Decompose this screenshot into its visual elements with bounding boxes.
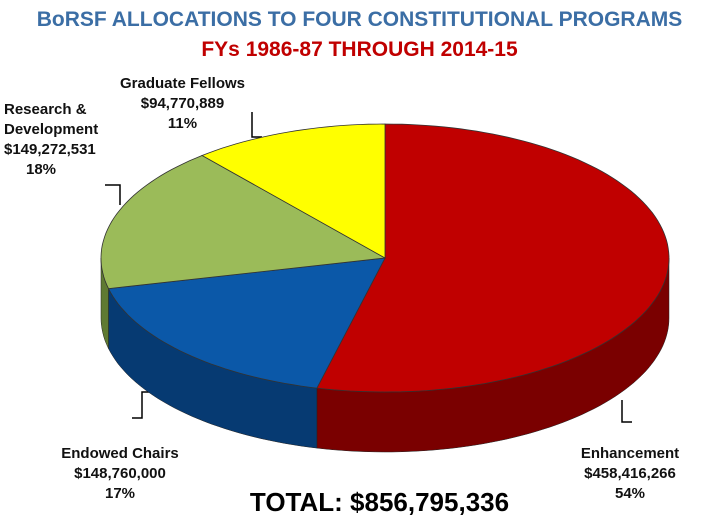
label-name: Research & Development xyxy=(4,101,99,138)
pie-slice xyxy=(316,123,670,393)
data-label: Endowed Chairs $148,760,000 17% xyxy=(40,444,200,504)
pie-slice xyxy=(100,155,387,290)
label-name: Enhancement xyxy=(580,445,680,462)
leader-lines xyxy=(105,112,632,423)
leader-line xyxy=(132,391,150,419)
chart-title: BoRSF ALLOCATIONS TO FOUR CONSTITUTIONAL… xyxy=(36,8,683,31)
label-value: $458,416,266 xyxy=(584,465,676,482)
data-label: Graduate Fellows $94,770,889 11% xyxy=(100,74,265,134)
chart-subtitle: FYs 1986-87 THROUGH 2014-15 xyxy=(201,38,518,61)
pie-slice xyxy=(201,123,386,259)
label-percent: 11% xyxy=(167,115,198,132)
leader-line xyxy=(621,400,632,423)
leader-line xyxy=(251,112,262,138)
label-value: $149,272,531 xyxy=(4,141,96,158)
data-label: Enhancement $458,416,266 54% xyxy=(560,444,700,504)
data-label: Research & Development $149,272,531 18% xyxy=(4,100,124,180)
pie-layer xyxy=(100,123,670,393)
label-value: $94,770,889 xyxy=(140,95,225,112)
label-value: $148,760,000 xyxy=(74,465,166,482)
leader-line xyxy=(105,184,121,205)
label-name: Endowed Chairs xyxy=(61,445,179,462)
label-percent: 54% xyxy=(614,485,646,502)
label-percent: 17% xyxy=(104,485,136,502)
label-name: Graduate Fellows xyxy=(119,75,246,92)
total-label: TOTAL: $856,795,336 xyxy=(249,487,510,517)
label-percent: 18% xyxy=(26,161,57,178)
pie-slice xyxy=(107,257,386,389)
